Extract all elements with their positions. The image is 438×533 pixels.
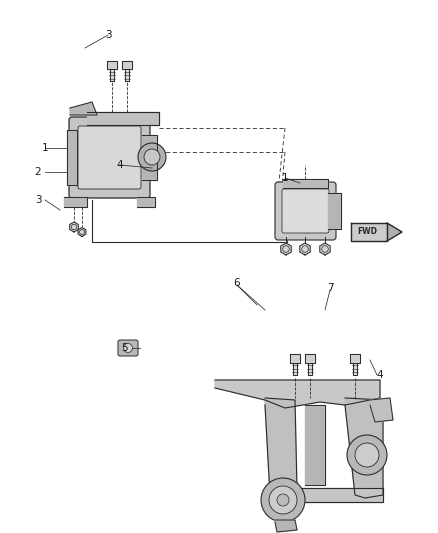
Polygon shape: [215, 380, 380, 408]
Text: 3: 3: [105, 30, 111, 40]
Polygon shape: [304, 353, 315, 362]
Text: 4: 4: [377, 370, 383, 380]
Polygon shape: [64, 197, 87, 207]
Circle shape: [138, 143, 166, 171]
FancyBboxPatch shape: [69, 117, 150, 198]
Circle shape: [261, 478, 305, 522]
Polygon shape: [265, 398, 297, 498]
Polygon shape: [142, 135, 157, 180]
Text: 5: 5: [122, 343, 128, 353]
FancyBboxPatch shape: [282, 189, 329, 233]
Polygon shape: [353, 362, 357, 375]
Circle shape: [277, 494, 289, 506]
Polygon shape: [281, 243, 291, 255]
Polygon shape: [283, 179, 328, 188]
Polygon shape: [387, 223, 402, 241]
Text: 6: 6: [234, 278, 240, 288]
FancyBboxPatch shape: [275, 182, 336, 240]
Circle shape: [355, 443, 379, 467]
Polygon shape: [137, 197, 155, 207]
Circle shape: [269, 486, 297, 514]
Text: FWD: FWD: [357, 228, 377, 237]
Polygon shape: [293, 362, 297, 375]
Text: 1: 1: [282, 173, 288, 183]
Polygon shape: [125, 69, 129, 81]
FancyBboxPatch shape: [78, 126, 141, 189]
Polygon shape: [107, 61, 117, 69]
Polygon shape: [110, 69, 114, 81]
Text: 4: 4: [117, 160, 124, 170]
Polygon shape: [290, 353, 300, 362]
Circle shape: [124, 343, 133, 352]
Text: 2: 2: [35, 167, 41, 177]
Circle shape: [144, 149, 160, 165]
Polygon shape: [87, 112, 159, 125]
Polygon shape: [308, 362, 312, 375]
Circle shape: [347, 435, 387, 475]
Text: 1: 1: [42, 143, 48, 153]
Text: 3: 3: [35, 195, 41, 205]
Polygon shape: [345, 398, 383, 498]
Polygon shape: [122, 61, 132, 69]
Polygon shape: [350, 353, 360, 362]
Text: 7: 7: [327, 283, 333, 293]
Polygon shape: [78, 228, 86, 237]
Polygon shape: [275, 520, 297, 532]
Polygon shape: [67, 130, 77, 185]
Polygon shape: [70, 102, 97, 115]
Polygon shape: [305, 405, 325, 485]
Polygon shape: [320, 243, 330, 255]
Polygon shape: [370, 398, 393, 422]
Polygon shape: [300, 243, 310, 255]
Polygon shape: [351, 223, 387, 241]
Polygon shape: [70, 222, 78, 232]
Polygon shape: [328, 193, 341, 229]
FancyBboxPatch shape: [118, 340, 138, 356]
Polygon shape: [265, 488, 383, 502]
